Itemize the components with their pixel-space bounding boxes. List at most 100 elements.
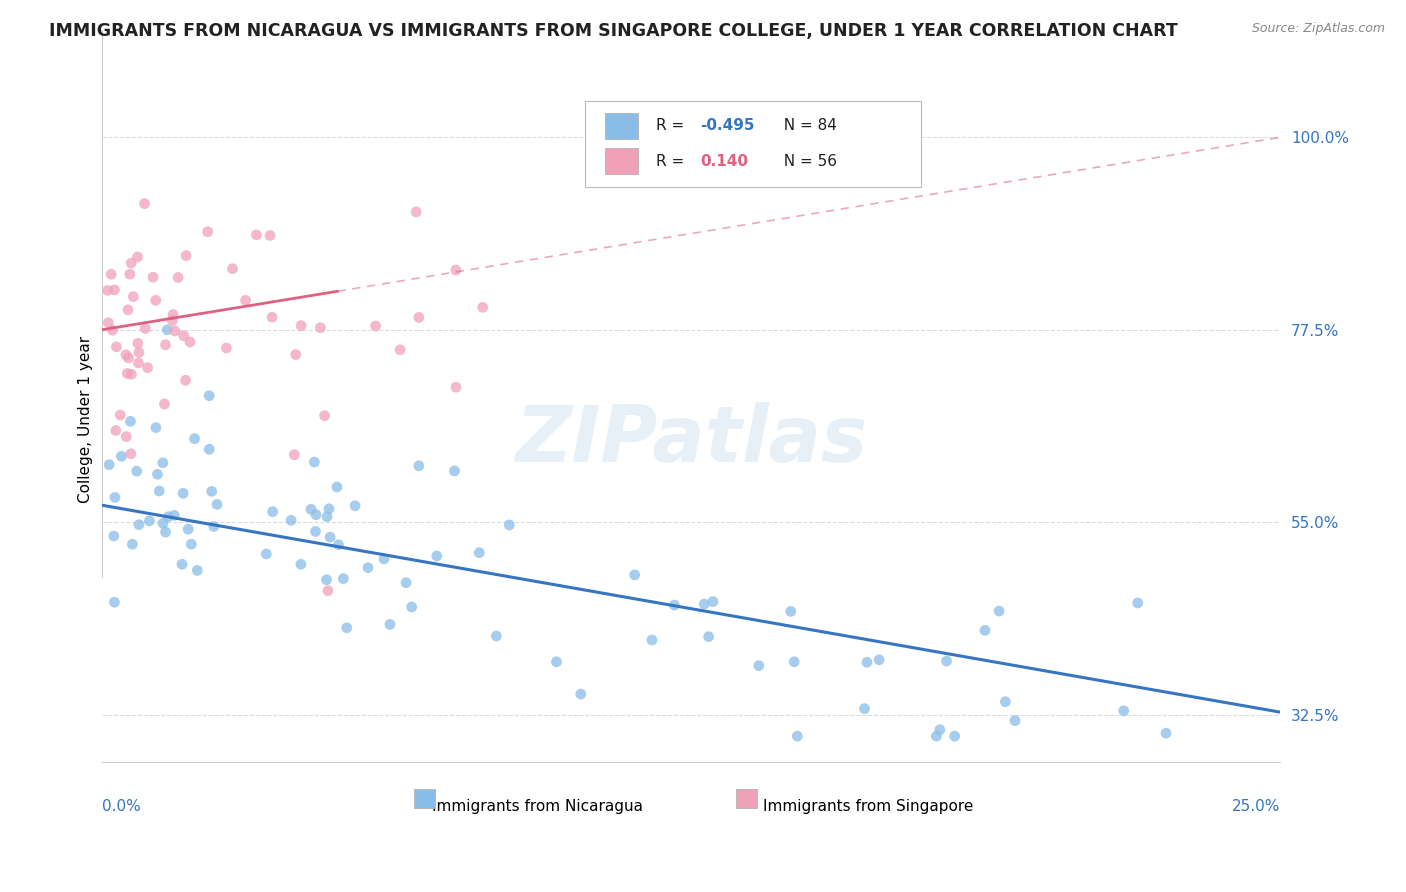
Point [471,301,494,315]
Point [405,205,427,219]
Point [104,491,127,505]
Point [426,549,449,563]
Point [444,380,467,394]
Point [328,538,350,552]
Point [146,467,169,482]
Text: N = 56: N = 56 [773,153,837,169]
Point [697,630,720,644]
Point [994,695,1017,709]
Bar [605,148,638,174]
Point [943,729,966,743]
Point [128,517,150,532]
Bar [735,789,756,808]
Text: Source: ZipAtlas.com: Source: ZipAtlas.com [1251,22,1385,36]
Point [127,356,149,370]
Point [664,598,686,612]
FancyBboxPatch shape [585,102,921,187]
Point [127,250,149,264]
Point [118,267,141,281]
Point [304,455,326,469]
Point [155,525,177,540]
Point [120,368,142,382]
Point [314,409,336,423]
Point [786,729,808,743]
Point [104,424,127,438]
Text: 0.140: 0.140 [700,153,748,169]
Bar [605,112,638,138]
Point [103,595,125,609]
Point [935,654,957,668]
Point [179,334,201,349]
Y-axis label: College, Under 1 year: College, Under 1 year [79,336,93,503]
Point [468,546,491,560]
Point [128,345,150,359]
Point [110,450,132,464]
Point [122,290,145,304]
Point [173,329,195,343]
Point [316,509,339,524]
Point [110,408,132,422]
Point [344,499,367,513]
Point [332,572,354,586]
Text: ZIPatlas: ZIPatlas [515,402,868,478]
Point [928,723,950,737]
Point [326,480,349,494]
Point [569,687,592,701]
Point [853,701,876,715]
Text: Immigrants from Nicaragua: Immigrants from Nicaragua [432,799,644,814]
Point [443,464,465,478]
Point [748,658,770,673]
Point [262,505,284,519]
Point [1154,726,1177,740]
Point [262,310,284,325]
Point [117,351,139,365]
Text: R =: R = [655,153,689,169]
Point [408,458,430,473]
Point [215,341,238,355]
Point [162,308,184,322]
Point [444,263,467,277]
Point [357,560,380,574]
Point [283,448,305,462]
Point [783,655,806,669]
Point [100,267,122,281]
Point [142,270,165,285]
Point [186,564,208,578]
Point [702,594,724,608]
Point [155,338,177,352]
Point [183,432,205,446]
Point [174,373,197,387]
Point [245,227,267,242]
Point [336,621,359,635]
Point [304,524,326,539]
Point [373,552,395,566]
Point [1112,704,1135,718]
Point [172,486,194,500]
Point [1126,596,1149,610]
Point [641,632,664,647]
Point [974,624,997,638]
Point [389,343,412,357]
Point [221,261,243,276]
Point [395,575,418,590]
Point [115,430,138,444]
Point [120,256,142,270]
Text: 25.0%: 25.0% [1232,799,1281,814]
Text: N = 84: N = 84 [773,118,837,133]
Point [197,225,219,239]
Point [202,519,225,533]
Point [299,502,322,516]
Point [485,629,508,643]
Point [198,389,221,403]
Point [105,340,128,354]
Point [152,456,174,470]
Point [309,320,332,334]
Point [138,514,160,528]
Point [125,464,148,478]
Point [177,522,200,536]
Point [97,284,120,298]
Point [198,442,221,457]
Point [498,517,520,532]
Point [378,617,401,632]
Point [98,458,121,472]
